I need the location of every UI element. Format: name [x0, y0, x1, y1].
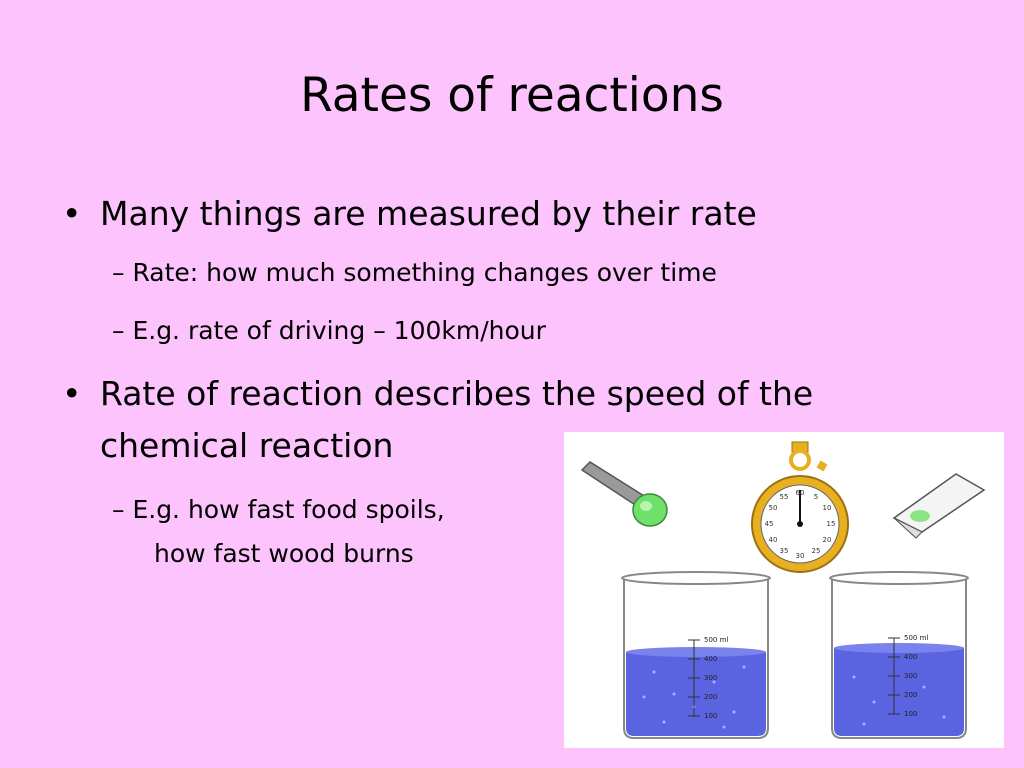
sub-bullet-1-2: – E.g. rate of driving – 100km/hour: [112, 316, 546, 345]
beaker-left-label-500: 500 ml: [704, 636, 728, 644]
tick-10: 10: [823, 504, 832, 512]
tick-15: 15: [827, 520, 836, 528]
sub-bullet-2-1: – E.g. how fast food spoils,: [112, 495, 445, 524]
beaker-right-label-300: 300: [904, 672, 917, 680]
bullet-marker: •: [62, 194, 82, 233]
beaker-left-label-400: 400: [704, 655, 717, 663]
beaker-right-label-100: 100: [904, 710, 917, 718]
tick-60: 60: [796, 489, 805, 497]
sub-bullet-2-2: how fast wood burns: [154, 539, 414, 568]
beaker-right-label-200: 200: [904, 691, 917, 699]
tick-30: 30: [796, 552, 805, 560]
stopwatch-icon: 60 5 10 15 20 25 30 35 40 45 50 55: [751, 441, 849, 573]
beaker-left-icon: 500 ml 400 300 200 100: [621, 571, 771, 739]
tick-5: 5: [814, 493, 818, 501]
bullet-2-text-line2: chemical reaction: [100, 426, 394, 465]
beaker-right-icon: 500 ml 400 300 200 100: [829, 571, 969, 739]
tick-40: 40: [769, 536, 778, 544]
tick-35: 35: [780, 547, 789, 555]
beaker-left-label-200: 200: [704, 693, 717, 701]
tick-45: 45: [765, 520, 774, 528]
reaction-illustration: 60 5 10 15 20 25 30 35 40 45 50 55: [564, 432, 1004, 748]
sub-bullet-1-1: – Rate: how much something changes over …: [112, 258, 717, 287]
bullet-1-text: Many things are measured by their rate: [100, 194, 757, 233]
powder-paper-icon: [892, 473, 986, 539]
illustration-svg: 60 5 10 15 20 25 30 35 40 45 50 55: [580, 441, 986, 739]
bullet-2-text-line1: Rate of reaction describes the speed of …: [100, 374, 814, 413]
beaker-right-label-400: 400: [904, 653, 917, 661]
beaker-left-label-100: 100: [704, 712, 717, 720]
beaker-left-label-300: 300: [704, 674, 717, 682]
beaker-right-label-500: 500 ml: [904, 634, 928, 642]
spatula-tablet-icon: [580, 461, 668, 527]
slide-title: Rates of reactions: [300, 68, 724, 123]
tick-20: 20: [823, 536, 832, 544]
tick-50: 50: [769, 504, 778, 512]
tick-55: 55: [780, 493, 789, 501]
tick-25: 25: [812, 547, 821, 555]
bullet-marker: •: [62, 374, 82, 413]
stopwatch-tick-labels: 60 5 10 15 20 25 30 35 40 45 50 55: [765, 489, 836, 560]
